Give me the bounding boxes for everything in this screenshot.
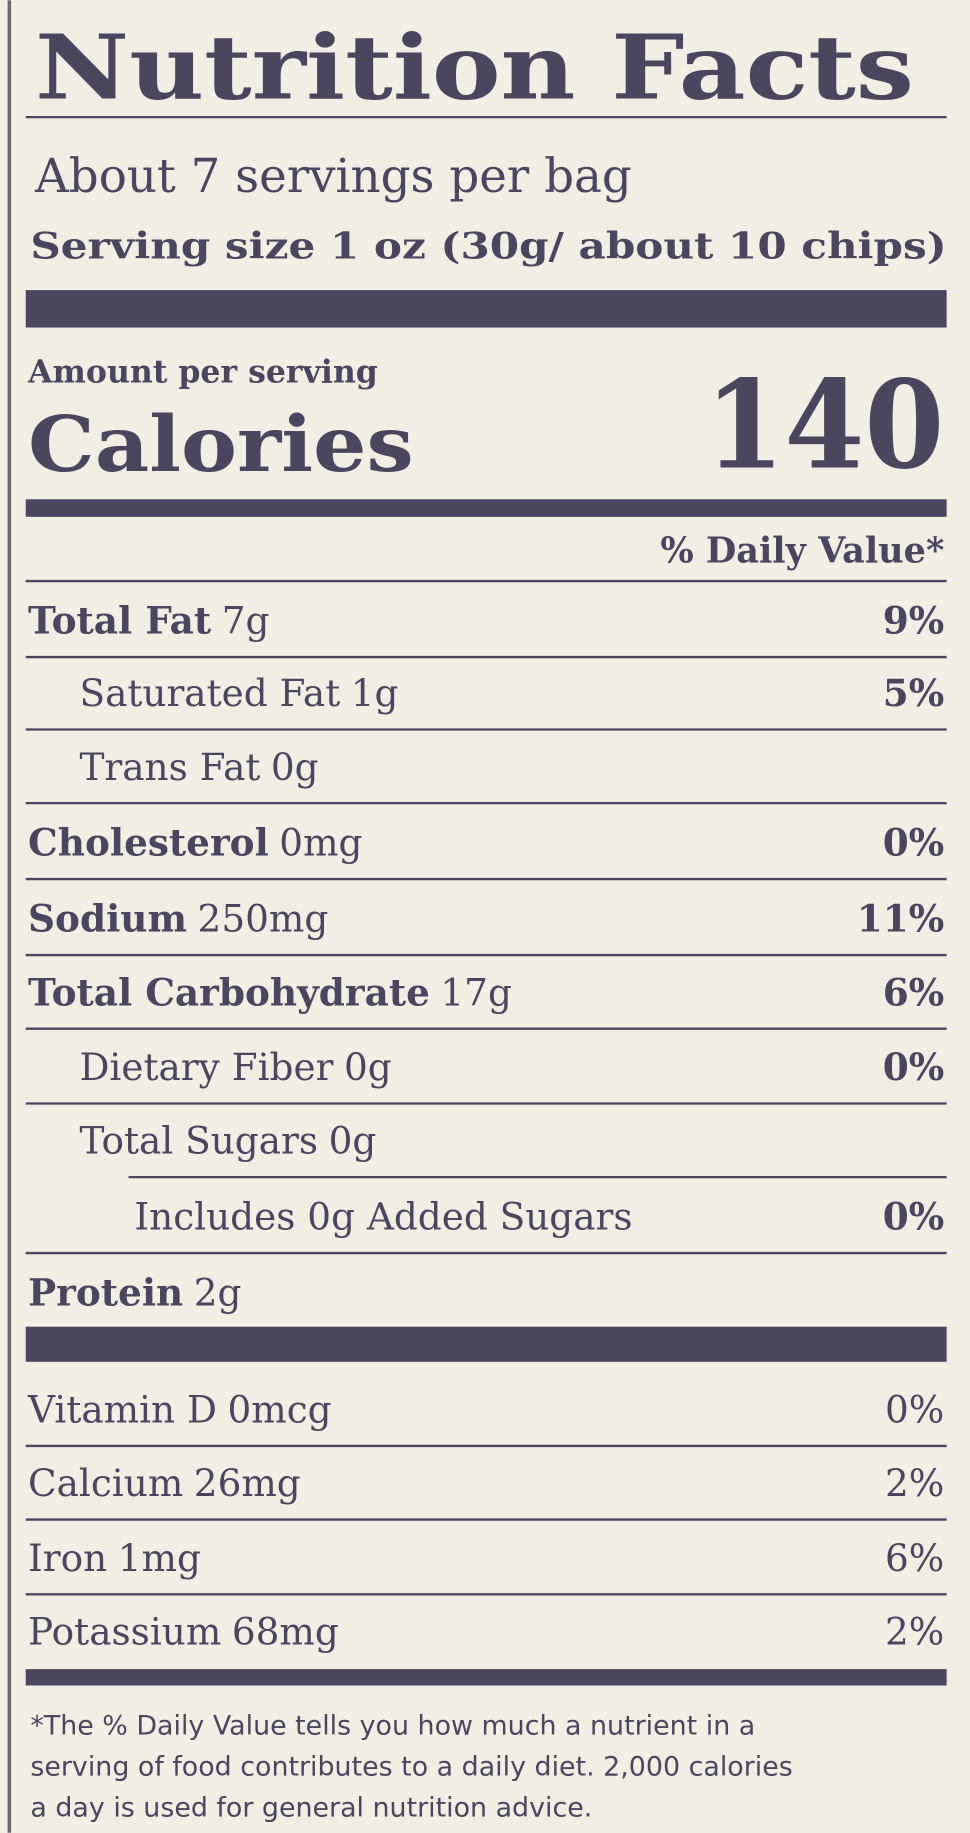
nutrient-row: Trans Fat 0g	[79, 745, 318, 789]
title: Nutrition Facts	[35, 15, 914, 119]
nutrient-row: Protein 2g	[28, 1271, 241, 1315]
vitamin-row: Iron 1mg	[28, 1536, 201, 1580]
nutrient-name: Includes 0g Added Sugars	[134, 1195, 632, 1239]
daily-value: 11%	[857, 897, 945, 941]
nutrient-amount: 0g	[329, 1119, 377, 1163]
vitamin-name: Iron	[28, 1536, 107, 1580]
nutrient-amount: 0g	[271, 745, 319, 789]
daily-value: 5%	[883, 671, 945, 715]
footnote-line: a day is used for general nutrition advi…	[30, 1792, 592, 1823]
serving-size: Serving size 1 oz (30g/ about 10 chips)	[30, 225, 946, 268]
daily-value: 6%	[883, 970, 945, 1014]
medium-bar	[25, 1669, 947, 1686]
nutrient-name: Dietary Fiber	[79, 1045, 333, 1089]
vitamin-amount: 26mg	[194, 1461, 301, 1505]
vitamin-row: Calcium 26mg	[28, 1461, 301, 1505]
nutrient-name: Sodium	[28, 897, 187, 941]
nutrient-amount: 1g	[351, 671, 399, 715]
medium-bar	[25, 499, 947, 517]
nutrient-name: Total Carbohydrate	[28, 970, 430, 1014]
nutrient-row: Dietary Fiber 0g	[79, 1045, 391, 1089]
vitamin-row: Vitamin D 0mcg	[27, 1388, 332, 1432]
daily-value: 2%	[885, 1461, 944, 1505]
thick-bar	[25, 290, 947, 328]
nutrient-row: Total Carbohydrate 17g	[28, 970, 512, 1014]
nutrient-amount: 0g	[344, 1045, 392, 1089]
nutrient-amount: 0mg	[279, 821, 362, 865]
nutrient-name: Protein	[28, 1271, 183, 1315]
daily-value: 0%	[883, 821, 945, 865]
vitamin-name: Vitamin D	[27, 1388, 217, 1432]
vitamin-amount: 68mg	[232, 1610, 339, 1654]
nutrient-name: Trans Fat	[79, 745, 260, 789]
nutrient-amount: 2g	[194, 1271, 242, 1315]
daily-value-header: % Daily Value*	[660, 530, 944, 571]
nutrient-row: Total Fat 7g	[28, 599, 269, 643]
vitamin-row: Potassium 68mg	[28, 1610, 339, 1654]
nutrient-row: Includes 0g Added Sugars	[134, 1195, 632, 1239]
nutrient-row: Sodium 250mg	[28, 897, 328, 941]
nutrient-amount: 250mg	[198, 897, 329, 941]
vitamin-name: Calcium	[28, 1461, 183, 1505]
daily-value: 6%	[885, 1536, 944, 1580]
nutrient-row: Saturated Fat 1g	[79, 671, 398, 715]
vitamin-amount: 0mcg	[227, 1388, 331, 1432]
vitamin-amount: 1mg	[118, 1536, 201, 1580]
calories-label: Calories	[28, 400, 414, 490]
calories-value: 140	[705, 354, 945, 497]
daily-value: 0%	[883, 1195, 945, 1239]
daily-value: 0%	[885, 1388, 944, 1432]
nutrient-name: Cholesterol	[28, 821, 269, 865]
nutrient-name: Total Fat	[28, 599, 212, 643]
footnote-line: *The % Daily Value tells you how much a …	[30, 1711, 755, 1742]
nutrient-row: Total Sugars 0g	[79, 1119, 376, 1163]
nutrient-row: Cholesterol 0mg	[28, 821, 362, 865]
daily-value: 9%	[883, 599, 945, 643]
daily-value: 0%	[883, 1045, 945, 1089]
nutrient-amount: 7g	[222, 599, 270, 643]
servings: About 7 servings per bag	[34, 150, 632, 204]
thick-bar	[25, 1326, 947, 1362]
nutrient-name: Total Sugars	[79, 1119, 318, 1163]
amount-per-serving: Amount per serving	[27, 353, 378, 390]
nutrient-amount: 17g	[440, 970, 511, 1014]
daily-value: 2%	[885, 1610, 944, 1654]
footnote-line: serving of food contributes to a daily d…	[30, 1751, 792, 1782]
nutrient-name: Saturated Fat	[79, 671, 340, 715]
vitamin-name: Potassium	[28, 1610, 221, 1654]
